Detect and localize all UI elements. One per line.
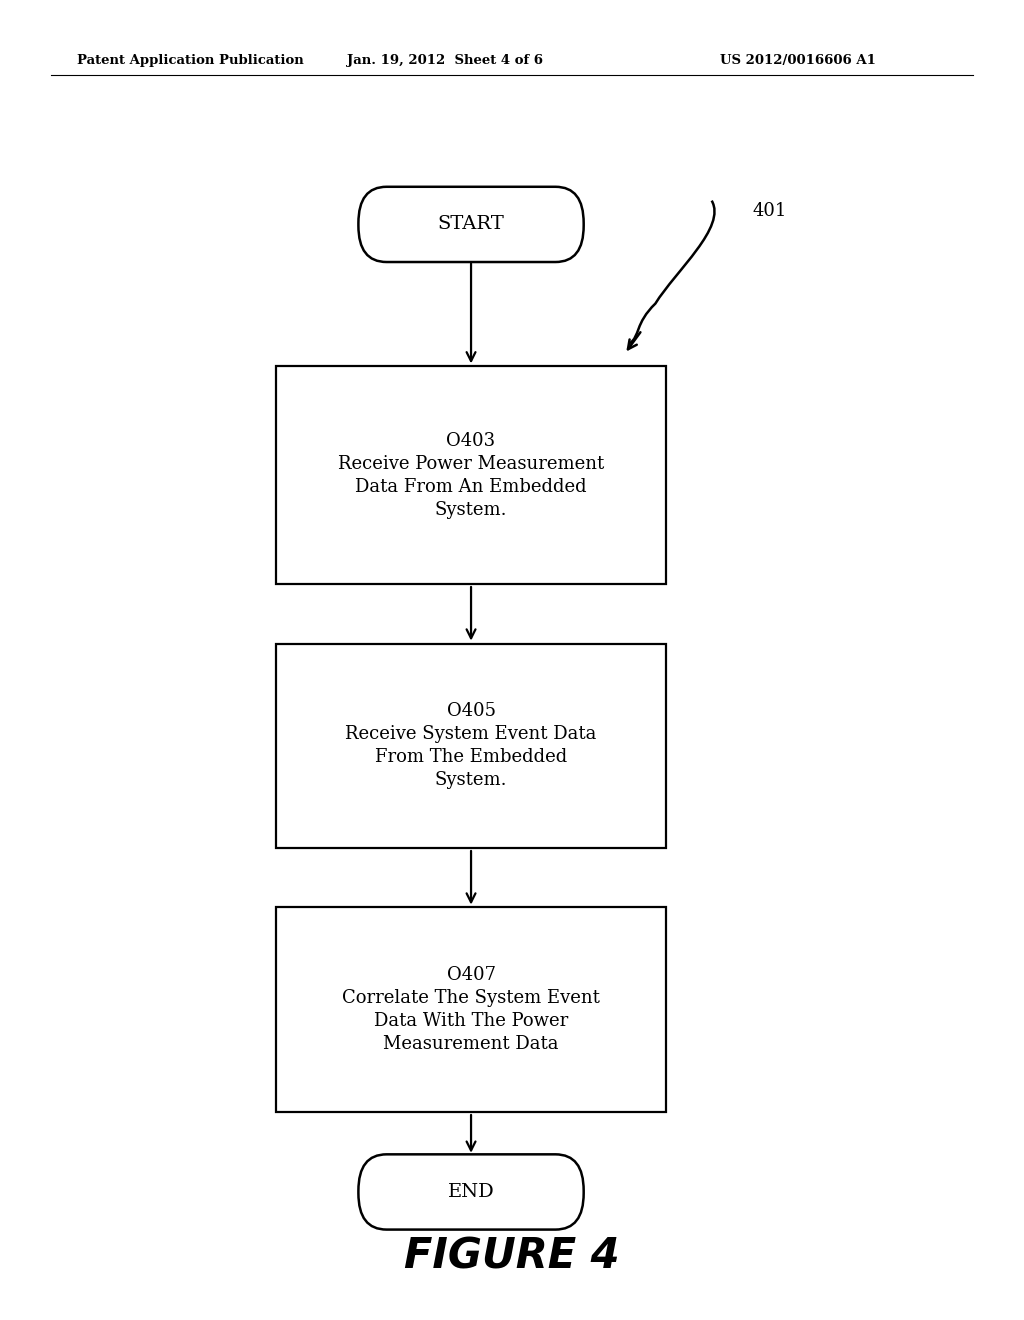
Text: START: START xyxy=(437,215,505,234)
Bar xyxy=(276,644,666,849)
Text: O405
Receive System Event Data
From The Embedded
System.: O405 Receive System Event Data From The … xyxy=(345,702,597,789)
Text: END: END xyxy=(447,1183,495,1201)
FancyBboxPatch shape xyxy=(358,1154,584,1230)
Text: Jan. 19, 2012  Sheet 4 of 6: Jan. 19, 2012 Sheet 4 of 6 xyxy=(347,54,544,67)
Text: FIGURE 4: FIGURE 4 xyxy=(404,1236,620,1278)
Text: O403
Receive Power Measurement
Data From An Embedded
System.: O403 Receive Power Measurement Data From… xyxy=(338,432,604,519)
Bar xyxy=(276,908,666,1111)
Text: O407
Correlate The System Event
Data With The Power
Measurement Data: O407 Correlate The System Event Data Wit… xyxy=(342,966,600,1053)
Text: US 2012/0016606 A1: US 2012/0016606 A1 xyxy=(720,54,876,67)
FancyBboxPatch shape xyxy=(358,186,584,261)
Bar xyxy=(276,366,666,583)
Text: Patent Application Publication: Patent Application Publication xyxy=(77,54,303,67)
Text: 401: 401 xyxy=(753,202,787,220)
